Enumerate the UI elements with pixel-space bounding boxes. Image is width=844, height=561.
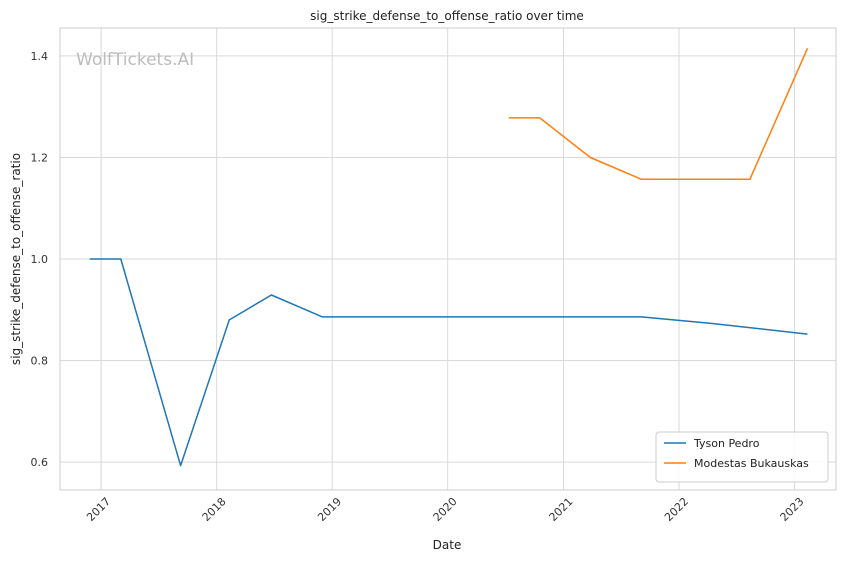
legend-box bbox=[655, 431, 829, 483]
y-tick-label: 1.2 bbox=[31, 151, 49, 164]
y-tick-label: 0.6 bbox=[31, 456, 49, 469]
grid-lines bbox=[60, 28, 836, 490]
y-axis-title: sig_strike_defense_to_offense_ratio bbox=[9, 153, 23, 365]
series-line-0 bbox=[89, 258, 808, 467]
series-line-1 bbox=[508, 47, 809, 181]
y-tick-label: 1.4 bbox=[31, 50, 49, 63]
legend-label: Tyson Pedro bbox=[693, 437, 760, 450]
x-axis-title: Date bbox=[433, 538, 462, 552]
chart-title: sig_strike_defense_to_offense_ratio over… bbox=[310, 9, 584, 23]
plot-area-frame bbox=[59, 27, 837, 491]
legend-label: Modestas Bukauskas bbox=[694, 457, 809, 470]
legend: Tyson Pedro Modestas Bukauskas bbox=[655, 431, 829, 483]
y-tick-label: 1.0 bbox=[31, 253, 49, 266]
watermark: WolfTickets.AI bbox=[76, 50, 194, 70]
series-layer bbox=[89, 47, 809, 467]
y-axis-ticks: 0.6 0.8 1.0 1.2 1.4 bbox=[31, 50, 49, 469]
y-tick-label: 0.8 bbox=[31, 355, 49, 368]
